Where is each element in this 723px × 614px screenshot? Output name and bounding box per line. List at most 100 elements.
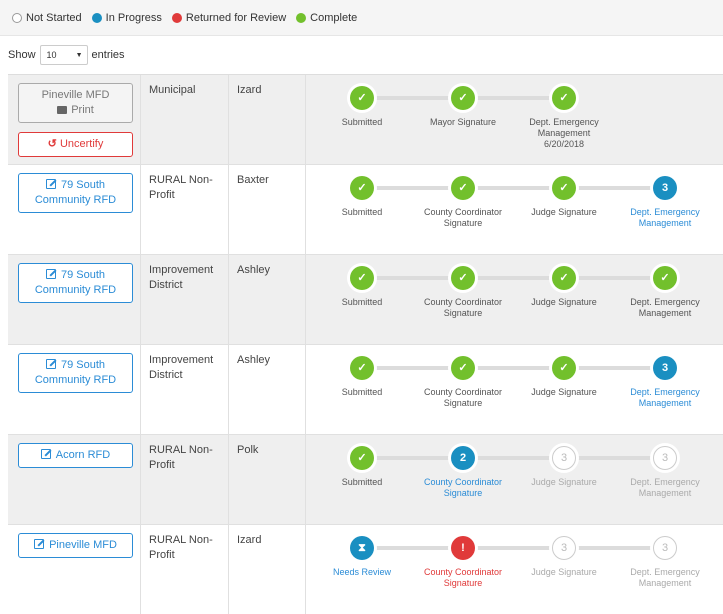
progress-track: [362, 366, 665, 370]
progress-step: ✓ Judge Signature: [524, 176, 604, 218]
progress-track: [362, 456, 665, 460]
county-name: Baxter: [229, 165, 306, 254]
check-icon: ✓: [350, 176, 374, 200]
progress-step: 3 Dept. Emergency Management: [625, 536, 705, 589]
step-label-text: Dept. Emergency Management: [630, 387, 700, 408]
print-label: Print: [71, 104, 94, 116]
department-type: RURAL Non-Profit: [141, 435, 229, 524]
step-label: Needs Review: [322, 567, 402, 578]
step-label-text: Submitted: [341, 477, 383, 487]
progress-cell: ✓ Submitted ✓ County Coordinator Signature ✓…: [306, 255, 723, 344]
step-label: County Coordinator Signature: [423, 477, 503, 499]
entries-length-control: Show 10 ▼ entries: [8, 44, 125, 66]
progress-step: ✓ Mayor Signature: [423, 86, 503, 128]
progress-steps: ✓ Submitted 2 County Coordinator Signature 3…: [306, 435, 723, 524]
edit-icon: [34, 539, 45, 549]
step-label: Judge Signature: [524, 387, 604, 398]
print-line: Print: [21, 103, 130, 118]
edit-application-button[interactable]: 79 South Community RFD: [18, 263, 133, 303]
table-row: 79 South Community RFD Improvement Distri…: [8, 345, 723, 435]
department-type: Municipal: [141, 75, 229, 164]
action-cell: 79 South Community RFD: [8, 345, 141, 434]
step-label: Judge Signature: [524, 477, 604, 488]
step-label-text: County Coordinator Signature: [423, 387, 503, 408]
progress-step: ✓ County Coordinator Signature: [423, 356, 503, 409]
step-label: Mayor Signature: [423, 117, 503, 128]
step-label-text: Dept. Emergency Management: [630, 567, 700, 588]
step-number: 3: [552, 446, 576, 470]
action-cell: 79 South Community RFD: [8, 165, 141, 254]
action-cell: Pineville MFD Print ↺ Uncertify: [8, 75, 141, 164]
entries-label: entries: [91, 49, 125, 61]
check-icon: ✓: [451, 266, 475, 290]
step-label-text: County Coordinator Signature: [423, 297, 503, 318]
print-button[interactable]: Pineville MFD Print: [18, 83, 133, 123]
progress-step: ✓ County Coordinator Signature: [423, 176, 503, 229]
edit-application-button[interactable]: 79 South Community RFD: [18, 353, 133, 393]
button-label: 79 South Community RFD: [34, 179, 117, 206]
button-label: Acorn RFD: [55, 449, 111, 461]
progress-cell: ✓ Submitted ✓ County Coordinator Signature ✓…: [306, 345, 723, 434]
step-label: Submitted: [322, 477, 402, 488]
progress-step: 3 Dept. Emergency Management: [625, 356, 705, 409]
step-label-text: Judge Signature: [531, 297, 597, 307]
county-name: Ashley: [229, 345, 306, 434]
button-label: 79 South Community RFD: [34, 359, 117, 386]
progress-steps: ✓ Submitted ✓ Mayor Signature ✓ Dept. Emergen…: [306, 75, 723, 164]
check-icon: ✓: [653, 266, 677, 290]
button-label: 79 South Community RFD: [34, 269, 117, 296]
uncertify-button[interactable]: ↺ Uncertify: [18, 132, 133, 157]
progress-step: 3 Dept. Emergency Management: [625, 176, 705, 229]
county-name: Izard: [229, 75, 306, 164]
step-label: County Coordinator Signature: [423, 567, 503, 589]
step-label: Submitted: [322, 117, 402, 128]
progress-cell: ✓ Submitted ✓ Mayor Signature ✓ Dept. Emergen…: [306, 75, 723, 164]
step-label-text: County Coordinator Signature: [423, 207, 503, 228]
step-label: Dept. Emergency Management: [625, 567, 705, 589]
hourglass-icon: ⧗: [350, 536, 374, 560]
county-name: Ashley: [229, 255, 306, 344]
progress-track: [362, 186, 665, 190]
edit-application-button[interactable]: 79 South Community RFD: [18, 173, 133, 213]
progress-step: ✓ Submitted: [322, 86, 402, 128]
printer-icon: [57, 106, 68, 114]
legend-label: Not Started: [26, 11, 82, 24]
department-type: RURAL Non-Profit: [141, 165, 229, 254]
step-label-text: County Coordinator Signature: [423, 477, 503, 498]
legend-item-not-started: Not Started: [12, 12, 82, 24]
county-name: Polk: [229, 435, 306, 524]
progress-track: [362, 546, 665, 550]
check-icon: ✓: [451, 356, 475, 380]
progress-step: ✓ Dept. Emergency Management: [625, 266, 705, 319]
edit-icon: [40, 449, 51, 459]
step-label: County Coordinator Signature: [423, 207, 503, 229]
progress-cell: ✓ Submitted 2 County Coordinator Signature 3…: [306, 435, 723, 524]
step-label: Submitted: [322, 297, 402, 308]
step-label: Judge Signature: [524, 207, 604, 218]
table-row: 79 South Community RFD RURAL Non-Profit Ba…: [8, 165, 723, 255]
step-label: Dept. Emergency Management: [625, 477, 705, 499]
step-number: 3: [552, 536, 576, 560]
edit-application-button[interactable]: Acorn RFD: [18, 443, 133, 468]
step-label-text: Dept. Emergency Management: [529, 117, 599, 138]
progress-steps: ✓ Submitted ✓ County Coordinator Signature ✓…: [306, 255, 723, 344]
entries-select-value: 10: [46, 50, 57, 60]
entries-select[interactable]: 10 ▼: [39, 45, 88, 65]
status-legend: Not Started In Progress Returned for Rev…: [0, 0, 723, 36]
not-started-dot-icon: [12, 12, 22, 23]
step-number: 3: [653, 446, 677, 470]
progress-steps: ✓ Submitted ✓ County Coordinator Signature ✓…: [306, 345, 723, 434]
warning-icon: !: [451, 536, 475, 560]
step-label: Dept. Emergency Management: [625, 387, 705, 409]
department-type: Improvement District: [141, 345, 229, 434]
step-number: 3: [653, 176, 677, 200]
progress-steps: ✓ Submitted ✓ County Coordinator Signature ✓…: [306, 165, 723, 254]
progress-step: 3 Dept. Emergency Management: [625, 446, 705, 499]
button-label: Uncertify: [59, 138, 104, 150]
applications-table: Pineville MFD Print ↺ Uncertify Municipal Iz…: [8, 74, 723, 614]
edit-application-button[interactable]: Pineville MFD: [18, 533, 133, 558]
edit-icon: [45, 269, 56, 279]
in-progress-dot-icon: [91, 12, 102, 23]
step-number: 3: [653, 536, 677, 560]
check-icon: ✓: [350, 266, 374, 290]
